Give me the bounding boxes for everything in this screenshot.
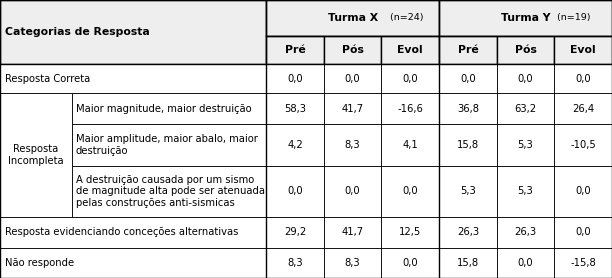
Bar <box>497 166 554 217</box>
Text: 0,0: 0,0 <box>460 73 476 83</box>
Bar <box>324 36 381 64</box>
Bar <box>266 64 324 93</box>
Text: Resposta evidenciando conceções alternativas: Resposta evidenciando conceções alternat… <box>5 227 238 237</box>
Bar <box>266 217 324 247</box>
Bar <box>266 166 324 217</box>
Bar <box>554 124 612 166</box>
Bar <box>439 217 497 247</box>
Text: 36,8: 36,8 <box>457 103 479 113</box>
Text: 0,0: 0,0 <box>403 186 418 196</box>
Bar <box>266 36 324 64</box>
Bar <box>381 166 439 217</box>
Bar <box>324 247 381 278</box>
Bar <box>381 93 439 124</box>
Text: 41,7: 41,7 <box>341 227 364 237</box>
Bar <box>554 36 612 64</box>
Text: 0,0: 0,0 <box>575 73 591 83</box>
Text: 15,8: 15,8 <box>457 258 479 268</box>
Text: Resposta Correta: Resposta Correta <box>5 73 90 83</box>
Bar <box>497 64 554 93</box>
Bar <box>554 166 612 217</box>
Text: 26,3: 26,3 <box>515 227 537 237</box>
Text: 12,5: 12,5 <box>399 227 422 237</box>
Text: (n=19): (n=19) <box>554 13 590 23</box>
Text: 29,2: 29,2 <box>284 227 306 237</box>
Bar <box>497 36 554 64</box>
Text: Pós: Pós <box>341 45 364 55</box>
Bar <box>266 247 324 278</box>
Bar <box>324 166 381 217</box>
Text: (n=24): (n=24) <box>387 13 424 23</box>
Text: 15,8: 15,8 <box>457 140 479 150</box>
Text: Maior amplitude, maior abalo, maior
destruição: Maior amplitude, maior abalo, maior dest… <box>76 134 258 156</box>
Text: 0,0: 0,0 <box>287 73 303 83</box>
Bar <box>497 217 554 247</box>
Bar <box>439 93 497 124</box>
Text: 4,1: 4,1 <box>403 140 418 150</box>
Bar <box>554 217 612 247</box>
Bar <box>554 64 612 93</box>
Bar <box>266 124 324 166</box>
Bar <box>324 64 381 93</box>
Text: 26,4: 26,4 <box>572 103 594 113</box>
Bar <box>439 124 497 166</box>
Bar <box>324 93 381 124</box>
Bar <box>554 93 612 124</box>
Text: 0,0: 0,0 <box>518 258 534 268</box>
Text: 5,3: 5,3 <box>518 140 534 150</box>
Text: 0,0: 0,0 <box>403 258 418 268</box>
Text: Pré: Pré <box>458 45 479 55</box>
Text: 0,0: 0,0 <box>575 186 591 196</box>
Bar <box>439 36 497 64</box>
Bar <box>554 247 612 278</box>
Text: Turma Y: Turma Y <box>501 13 550 23</box>
Text: 63,2: 63,2 <box>515 103 537 113</box>
Text: Evol: Evol <box>570 45 596 55</box>
Bar <box>497 124 554 166</box>
Text: Evol: Evol <box>397 45 423 55</box>
Bar <box>439 64 497 93</box>
Text: 8,3: 8,3 <box>345 258 360 268</box>
Text: -15,8: -15,8 <box>570 258 596 268</box>
Bar <box>497 247 554 278</box>
Bar <box>439 166 497 217</box>
Bar <box>324 217 381 247</box>
Text: Pós: Pós <box>515 45 537 55</box>
Text: Pré: Pré <box>285 45 305 55</box>
Bar <box>497 93 554 124</box>
Bar <box>381 64 439 93</box>
Text: 0,0: 0,0 <box>287 186 303 196</box>
Bar <box>439 247 497 278</box>
Text: Categorias de Resposta: Categorias de Resposta <box>5 27 150 37</box>
Text: -10,5: -10,5 <box>570 140 596 150</box>
Text: Não responde: Não responde <box>5 258 74 268</box>
Bar <box>381 124 439 166</box>
Text: 26,3: 26,3 <box>457 227 479 237</box>
Bar <box>381 36 439 64</box>
Text: 0,0: 0,0 <box>345 186 360 196</box>
Text: Maior magnitude, maior destruição: Maior magnitude, maior destruição <box>76 103 252 113</box>
Bar <box>381 217 439 247</box>
Text: A destruição causada por um sismo
de magnitude alta pode ser atenuada
pelas cons: A destruição causada por um sismo de mag… <box>76 175 265 208</box>
Text: 0,0: 0,0 <box>403 73 418 83</box>
Text: Turma X: Turma X <box>327 13 378 23</box>
Text: 4,2: 4,2 <box>287 140 303 150</box>
Text: 0,0: 0,0 <box>345 73 360 83</box>
Text: 5,3: 5,3 <box>518 186 534 196</box>
Text: 8,3: 8,3 <box>345 140 360 150</box>
Text: 41,7: 41,7 <box>341 103 364 113</box>
Text: 0,0: 0,0 <box>518 73 534 83</box>
Text: 8,3: 8,3 <box>287 258 303 268</box>
Text: -16,6: -16,6 <box>397 103 424 113</box>
Text: Resposta
Incompleta: Resposta Incompleta <box>9 144 64 166</box>
Text: 5,3: 5,3 <box>460 186 476 196</box>
Text: 58,3: 58,3 <box>284 103 306 113</box>
Text: 0,0: 0,0 <box>575 227 591 237</box>
Bar <box>381 247 439 278</box>
Bar <box>266 93 324 124</box>
Bar <box>324 124 381 166</box>
